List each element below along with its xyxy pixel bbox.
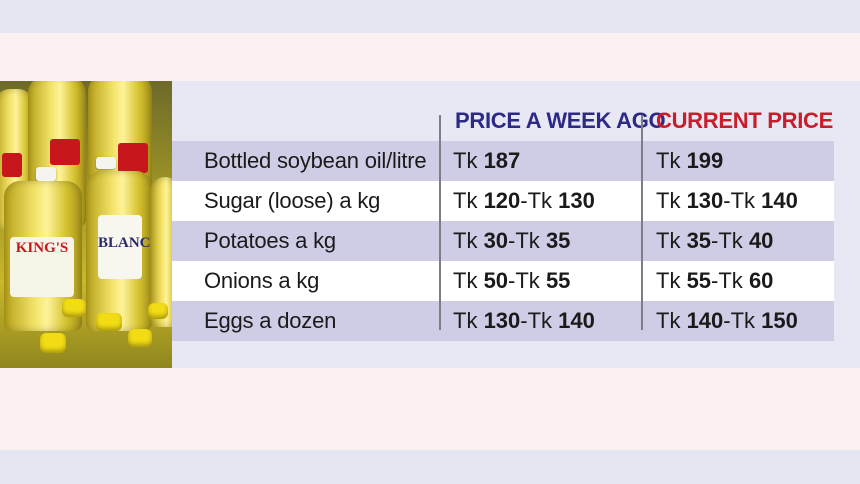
price-week-ago: Tk 30-Tk 35 bbox=[453, 228, 571, 253]
item-label: Sugar (loose) a kg bbox=[204, 188, 381, 213]
bottom-band bbox=[0, 450, 860, 484]
price-current: Tk 199 bbox=[656, 148, 724, 173]
lower-pink-band bbox=[0, 368, 860, 450]
item-label: Potatoes a kg bbox=[204, 228, 336, 253]
price-week-ago: Tk 120-Tk 130 bbox=[453, 188, 595, 213]
table-row: Onions a kg Tk 50-Tk 55 Tk 55-Tk 60 bbox=[172, 261, 834, 301]
soybean-oil-bottles-photo: KING'S BLANC bbox=[0, 81, 172, 368]
table-row: Bottled soybean oil/litre Tk 187 Tk 199 bbox=[172, 141, 834, 181]
item-label: Eggs a dozen bbox=[204, 308, 337, 333]
item-label: Onions a kg bbox=[204, 268, 320, 293]
price-week-ago: Tk 130-Tk 140 bbox=[453, 308, 595, 333]
table-row: Sugar (loose) a kg Tk 120-Tk 130 Tk 130-… bbox=[172, 181, 834, 221]
table-row: Potatoes a kg Tk 30-Tk 35 Tk 35-Tk 40 bbox=[172, 221, 834, 261]
price-current: Tk 35-Tk 40 bbox=[656, 228, 774, 253]
kings-label: KING'S bbox=[10, 237, 74, 297]
column-divider-left bbox=[439, 115, 441, 330]
column-divider-right bbox=[641, 115, 643, 330]
kings-brand-text: KING'S bbox=[15, 240, 69, 256]
top-band bbox=[0, 0, 860, 33]
price-current: Tk 130-Tk 140 bbox=[656, 188, 798, 213]
table-row: Eggs a dozen Tk 130-Tk 140 Tk 140-Tk 150 bbox=[172, 301, 834, 341]
blanc-label: BLANC bbox=[98, 215, 151, 279]
price-week-ago: Tk 187 bbox=[453, 148, 521, 173]
price-current: Tk 55-Tk 60 bbox=[656, 268, 774, 293]
header-current-price: CURRENT PRICE bbox=[656, 108, 833, 133]
blanc-brand-text: BLANC bbox=[98, 235, 151, 251]
upper-pink-band bbox=[0, 33, 860, 81]
price-current: Tk 140-Tk 150 bbox=[656, 308, 798, 333]
item-label: Bottled soybean oil/litre bbox=[204, 148, 427, 173]
header-price-week-ago: PRICE A WEEK AGO bbox=[455, 108, 666, 133]
price-week-ago: Tk 50-Tk 55 bbox=[453, 268, 571, 293]
